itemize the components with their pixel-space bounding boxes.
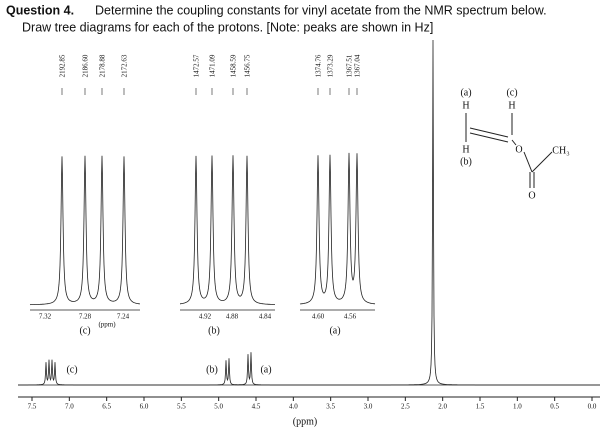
inset-tick-label: 4.88 [226, 313, 239, 321]
peak-label: 1471.09 [209, 54, 217, 77]
peak-label: 1472.57 [193, 54, 201, 77]
peak-label: 1456.75 [244, 54, 252, 77]
structure-label: (c) [506, 87, 517, 98]
peak-group-label: (a) [260, 364, 271, 375]
peak-label: 1458.59 [230, 54, 238, 77]
structure-label: H [508, 100, 515, 111]
inset-spectrum [29, 155, 140, 306]
axis-tick-label: 4.0 [289, 403, 298, 411]
inset-label: (a) [329, 325, 340, 336]
peak-label: 1367.51 [346, 54, 354, 77]
axis-tick-label: 3.0 [364, 403, 373, 411]
peak-label: 1374.76 [315, 54, 323, 77]
peak-label: 2178.88 [99, 54, 107, 77]
axis-tick-label: 1.5 [476, 403, 485, 411]
peak-label: 1367.04 [354, 54, 362, 77]
inset-tick-label: 4.60 [312, 313, 325, 321]
axis-label: (ppm) [293, 416, 317, 427]
structure-label: H [462, 100, 469, 111]
peak-label: 2172.63 [121, 54, 129, 77]
question-text: Determine the coupling constants for vin… [95, 3, 547, 17]
axis-tick-label: 7.0 [65, 403, 74, 411]
structure-label: O [528, 190, 535, 201]
peak-label: 2186.60 [82, 54, 90, 77]
inset-spectrum [299, 152, 376, 305]
question-text: Draw tree diagrams for each of the proto… [22, 20, 433, 34]
inset-tick-label: 4.56 [344, 313, 357, 321]
axis-tick-label: 5.0 [214, 403, 223, 411]
axis-tick-label: 0.0 [588, 403, 597, 411]
inset-tick-label: 4.92 [199, 313, 212, 321]
inset-tick-label: 7.32 [39, 313, 52, 321]
inset-tick-label: 7.24 [117, 313, 130, 321]
structure-label: O [515, 144, 522, 155]
inset-tick-label: 7.28 [79, 313, 92, 321]
axis-tick-label: 2.5 [401, 403, 410, 411]
peak-label: 2192.85 [59, 54, 67, 77]
axis-tick-label: 6.0 [140, 403, 149, 411]
peak-group-label: (c) [66, 364, 77, 375]
axis-tick-label: 6.5 [102, 403, 111, 411]
inset-spectrum [180, 155, 275, 305]
spectrum-trace [18, 39, 600, 386]
peak-group-label: (b) [206, 364, 218, 375]
structure-label: H [462, 144, 469, 155]
peak-label: 1373.29 [327, 54, 335, 77]
structure-label: CH₃ [552, 145, 569, 156]
axis-tick-label: 3.5 [326, 403, 335, 411]
structure-bonds [465, 113, 553, 188]
structure-label: (b) [460, 156, 472, 167]
axis-tick-label: 4.5 [252, 403, 261, 411]
inset-unit: (ppm) [98, 321, 116, 329]
structure-label: (a) [460, 87, 471, 98]
axis-tick-label: 0.5 [550, 403, 559, 411]
inset-label: (b) [208, 325, 220, 336]
question-label: Question 4. [6, 3, 74, 17]
axis-tick-label: 1.0 [513, 403, 522, 411]
axis-tick-label: 5.5 [177, 403, 186, 411]
axis-tick-label: 7.5 [28, 403, 37, 411]
inset-label: (c) [79, 325, 90, 336]
inset-tick-label: 4.84 [259, 313, 272, 321]
axis-tick-label: 2.0 [438, 403, 447, 411]
